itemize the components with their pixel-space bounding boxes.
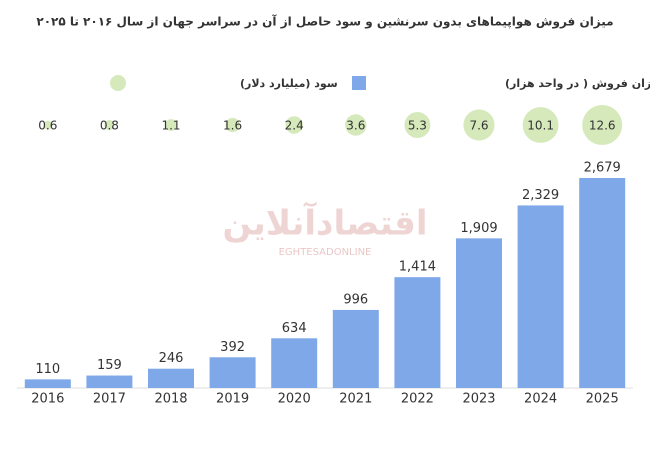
chart-title: میزان فروش هواپیماهای بدون سرنشین و سود …: [36, 14, 613, 30]
data-label: 392: [220, 340, 245, 355]
bar: [24, 379, 71, 388]
bubble: [582, 105, 623, 145]
data-label: 110: [35, 362, 60, 377]
data-label: 634: [282, 321, 307, 336]
bar: [517, 205, 564, 388]
data-label: 10.1: [527, 119, 554, 133]
bubble: [104, 119, 115, 131]
x-tick-label: 2020: [278, 392, 311, 407]
data-label: 7.6: [469, 119, 488, 133]
bubble: [522, 107, 559, 143]
x-tick-label: 2017: [93, 392, 126, 407]
legend-label: میزان فروش ( در واحد هزار): [505, 77, 650, 90]
bar: [332, 309, 379, 388]
legend-swatch: [352, 76, 366, 90]
data-label: 1,909: [460, 221, 497, 236]
data-label: 5.3: [408, 119, 427, 133]
data-label: 1.1: [161, 119, 180, 133]
bar: [456, 238, 502, 388]
data-label: 0.8: [100, 119, 119, 133]
bar: [394, 277, 441, 388]
bar: [209, 357, 256, 388]
bar: [579, 178, 626, 388]
data-label: 159: [97, 358, 122, 373]
bar: [148, 368, 194, 388]
bubble: [463, 109, 495, 141]
bubble: [285, 116, 303, 134]
watermark: اقتصادآنلاین: [222, 202, 427, 244]
x-tick-label: 2018: [154, 392, 187, 407]
data-label: 2,679: [584, 161, 621, 176]
data-label: 996: [343, 292, 368, 307]
bar: [86, 375, 133, 388]
bubble: [225, 117, 240, 133]
data-label: 3.6: [346, 119, 365, 133]
bubble: [165, 119, 177, 131]
x-tick-label: 2016: [31, 392, 64, 407]
x-tick-label: 2021: [339, 392, 372, 407]
data-label: 0.6: [38, 119, 57, 133]
data-label: 12.6: [589, 119, 616, 133]
bar: [271, 338, 318, 388]
bubble: [404, 112, 431, 138]
legend-label: سود (میلیارد دلار): [240, 77, 338, 90]
data-label: 2,329: [522, 188, 559, 203]
data-label: 1,414: [399, 260, 436, 275]
data-label: 246: [159, 351, 184, 366]
x-tick-label: 2022: [401, 392, 434, 407]
x-tick-label: 2025: [586, 392, 619, 407]
data-label: 1.6: [223, 119, 242, 133]
x-tick-label: 2023: [462, 392, 495, 407]
x-tick-label: 2024: [524, 392, 557, 407]
bubble: [43, 120, 53, 130]
legend-swatch: [110, 75, 126, 91]
bubble: [345, 114, 367, 136]
watermark-sub: EGHTESADONLINE: [279, 247, 372, 258]
x-tick-label: 2019: [216, 392, 249, 407]
data-label: 2.4: [285, 119, 304, 133]
